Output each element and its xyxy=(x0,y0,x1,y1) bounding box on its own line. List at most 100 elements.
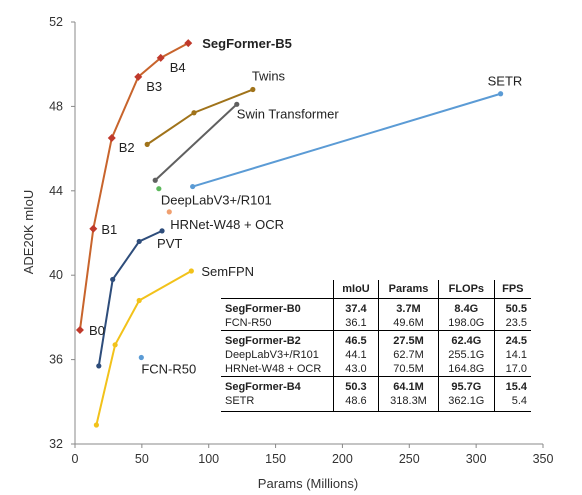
semfpn-point xyxy=(112,342,118,348)
series-markers xyxy=(75,39,504,428)
table-cell-model: FCN-R50 xyxy=(225,317,272,329)
semfpn-point xyxy=(93,422,99,428)
table-cell-value: 318.3M xyxy=(377,394,439,412)
y-tick-label: 52 xyxy=(49,15,63,29)
table-row: SETR 48.6 318.3M 362.1G 5.4 xyxy=(221,394,531,412)
annotation-label: B4 xyxy=(170,60,186,75)
annotation-label: B3 xyxy=(146,79,162,94)
y-axis-label: ADE20K mIoU xyxy=(21,190,36,275)
table-cell-value: 36.1 xyxy=(333,316,379,331)
annotation-label: B1 xyxy=(101,222,117,237)
y-tick-label: 40 xyxy=(49,268,63,282)
table-cell-value: 14.1 xyxy=(493,348,531,362)
header-flops: FLOPs xyxy=(438,280,495,299)
header-fps: FPS xyxy=(493,280,531,299)
segformer-b5-point xyxy=(89,224,98,233)
setr-point xyxy=(498,91,504,97)
annotation-label: Swin Transformer xyxy=(237,106,340,121)
setr-point xyxy=(190,183,196,190)
table-cell-value: 48.6 xyxy=(333,394,379,412)
table-cell-model: DeepLabV3+/R101 xyxy=(225,349,319,361)
table-cell-value: 198.0G xyxy=(438,316,495,331)
table-cell-value: 24.5 xyxy=(493,330,531,348)
table-row: FCN-R50 36.1 49.6M 198.0G 23.5 xyxy=(221,316,531,331)
pvt-point xyxy=(136,238,142,245)
x-tick-label: 200 xyxy=(332,452,353,466)
deeplabv3-r101-point xyxy=(156,186,162,192)
annotation-label: Twins xyxy=(252,69,286,84)
x-tick-label: 100 xyxy=(198,452,219,466)
semfpn-point xyxy=(136,297,142,304)
axes: 0 50 100 150 200 250 300 350 32 36 40 44 48 52 xyxy=(49,15,553,466)
table-cell-value: 164.8G xyxy=(438,362,495,377)
header-miou: mIoU xyxy=(333,280,379,299)
fcn-r50-point xyxy=(138,354,144,361)
pvt-point xyxy=(159,228,165,234)
performance-table: mIoU Params FLOPs FPS SegFormer-B0 37.4 3.… xyxy=(221,280,531,412)
table-cell-value: 46.5 xyxy=(333,330,379,348)
annotation-label: PVT xyxy=(157,236,182,251)
header-params: Params xyxy=(377,280,439,299)
table-row: SegFormer-B4 50.3 64.1M 95.7G 15.4 xyxy=(221,376,531,394)
x-tick-label: 250 xyxy=(399,452,420,466)
segformer-b5-point xyxy=(107,134,116,143)
pvt-point xyxy=(110,276,116,283)
header-model xyxy=(221,280,334,299)
twins-point xyxy=(191,110,197,116)
annotation-label: SemFPN xyxy=(201,264,254,279)
table-cell-value: 64.1M xyxy=(377,376,439,394)
table-cell-value: 50.3 xyxy=(333,376,379,394)
segformer-b5-point xyxy=(134,72,143,81)
table-header-row: mIoU Params FLOPs FPS xyxy=(221,280,531,299)
pvt-line xyxy=(97,229,163,367)
hrnet-w48-ocr-point xyxy=(166,209,172,215)
y-tick-label: 32 xyxy=(49,437,63,451)
x-tick-label: 0 xyxy=(72,452,79,466)
semfpn-point xyxy=(188,268,194,274)
annotation-label: B2 xyxy=(119,140,135,155)
setr-line xyxy=(192,92,501,188)
annotation-label: DeepLabV3+/R101 xyxy=(161,193,272,208)
swin-transformer-point xyxy=(152,177,158,183)
twins-point xyxy=(250,86,256,93)
table-cell-value: 62.4G xyxy=(438,330,495,348)
table-cell-value: 27.5M xyxy=(377,330,439,348)
table-cell-value: 49.6M xyxy=(377,316,439,331)
table-cell-value: 50.5 xyxy=(493,298,531,316)
y-tick-label: 44 xyxy=(49,184,63,198)
y-tick-label: 36 xyxy=(49,353,63,367)
annotation-label: FCN-R50 xyxy=(141,361,196,376)
annotation-label: SegFormer-B5 xyxy=(202,36,292,51)
table-cell-model: SegFormer-B2 xyxy=(221,330,334,348)
table-cell-value: 5.4 xyxy=(493,394,531,412)
table-cell-value: 95.7G xyxy=(438,376,495,394)
segformer-b5-point xyxy=(75,326,84,335)
x-tick-label: 50 xyxy=(135,452,149,466)
table-row: SegFormer-B0 37.4 3.7M 8.4G 50.5 xyxy=(221,298,531,316)
table-cell-value: 62.7M xyxy=(377,348,439,362)
swin-transformer-line xyxy=(154,103,238,181)
x-tick-label: 350 xyxy=(533,452,554,466)
annotation-label: B0 xyxy=(89,323,105,338)
table-cell-model: HRNet-W48 + OCR xyxy=(225,363,322,375)
table-cell-value: 8.4G xyxy=(438,298,495,316)
semfpn-line xyxy=(95,270,192,426)
segformer-b5-point xyxy=(184,39,193,48)
swin-transformer-point xyxy=(234,101,240,107)
table-row: DeepLabV3+/R101 44.1 62.7M 255.1G 14.1 xyxy=(221,348,531,362)
pvt-point xyxy=(96,363,102,369)
table-cell-value: 3.7M xyxy=(377,298,439,316)
table-cell-model: SegFormer-B4 xyxy=(221,376,334,394)
annotations: B0 B1 B2 B3 B4 SegFormer-B5 Twins Swin Transfor… xyxy=(89,36,522,376)
x-tick-label: 150 xyxy=(265,452,286,466)
table-cell-value: 17.0 xyxy=(493,362,531,377)
x-axis-label: Params (Millions) xyxy=(258,476,358,491)
segformer-b5-point xyxy=(156,53,165,62)
table-cell-value: 43.0 xyxy=(333,362,379,377)
table-cell-value: 44.1 xyxy=(333,348,379,362)
annotation-label: HRNet-W48 + OCR xyxy=(170,217,284,232)
x-tick-label: 300 xyxy=(466,452,487,466)
table-cell-value: 362.1G xyxy=(438,394,495,412)
table-cell-value: 37.4 xyxy=(333,298,379,316)
